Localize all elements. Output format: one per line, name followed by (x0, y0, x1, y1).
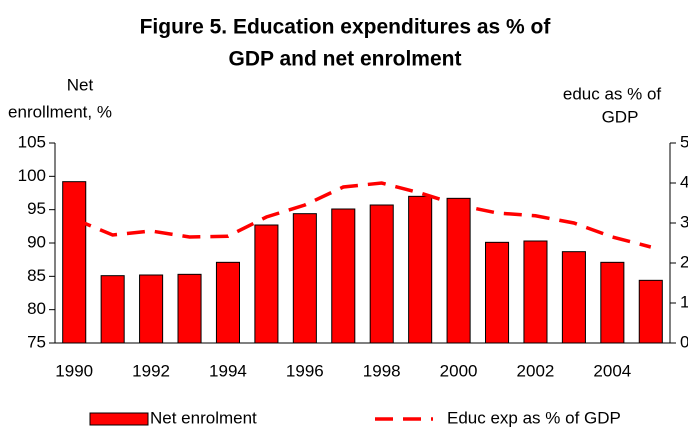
x-tick-label: 1992 (132, 361, 170, 380)
x-tick-label: 1996 (286, 361, 324, 380)
bar (561, 251, 586, 344)
y-tick-label: 95 (27, 199, 46, 218)
bar (292, 213, 317, 344)
bar (331, 208, 356, 344)
legend-label: Net enrolment (150, 408, 257, 427)
bar (485, 241, 510, 344)
bar (446, 197, 471, 344)
y-tick-label: 100 (18, 166, 46, 185)
x-tick-label: 1994 (209, 361, 247, 380)
y2-tick-label: 3 (680, 212, 688, 231)
y-tick-label: 75 (27, 332, 46, 351)
bar (139, 274, 164, 344)
bar (523, 240, 548, 344)
bar (408, 195, 433, 344)
legend-swatch (89, 412, 149, 426)
y-tick-label: 85 (27, 266, 46, 285)
bar (62, 181, 87, 344)
x-tick-label: 2002 (517, 361, 555, 380)
y2-tick-label: 0 (680, 332, 688, 351)
chart-title: GDP and net enrolment (229, 48, 462, 71)
bar (215, 261, 240, 344)
bar (600, 261, 625, 344)
y2-axis-label: educ as % of (563, 84, 662, 103)
y2-axis-label: GDP (602, 107, 639, 126)
x-tick-label: 2000 (440, 361, 478, 380)
y2-tick-label: 1 (680, 292, 688, 311)
bar (100, 275, 125, 344)
chart-title: Figure 5. Education expenditures as % of (140, 16, 552, 39)
legend-label: Educ exp as % of GDP (447, 408, 621, 427)
bar (369, 204, 394, 344)
y2-tick-label: 5 (680, 132, 688, 151)
y-axis-label: Net (67, 75, 94, 94)
x-tick-label: 1990 (55, 361, 93, 380)
y-tick-label: 80 (27, 299, 46, 318)
bar (638, 279, 663, 344)
x-tick-label: 2004 (593, 361, 631, 380)
y-tick-label: 90 (27, 232, 46, 251)
y-tick-label: 105 (18, 132, 46, 151)
bar (177, 273, 202, 344)
line (73, 181, 652, 249)
y2-tick-label: 4 (680, 172, 688, 191)
y-axis-label: enrollment, % (8, 102, 112, 121)
y2-tick-label: 2 (680, 252, 688, 271)
x-tick-label: 1998 (363, 361, 401, 380)
bar (254, 224, 279, 344)
